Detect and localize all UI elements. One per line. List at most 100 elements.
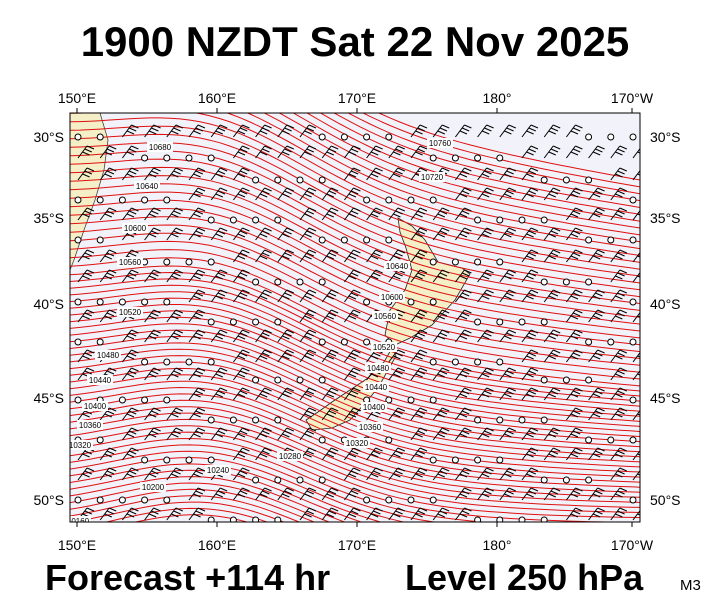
barb-staff <box>77 269 88 283</box>
barb-staff <box>77 309 88 323</box>
barb-flag <box>193 393 201 398</box>
barb-flag <box>484 332 492 337</box>
barb-flag <box>373 170 381 175</box>
barb-staff <box>188 367 199 381</box>
map-body: 1068010640106001056010520104801044010400… <box>70 113 640 522</box>
barb-flag <box>526 173 534 178</box>
barb-flag <box>353 467 361 472</box>
barb-flag <box>417 332 425 337</box>
barb-flag <box>530 227 539 232</box>
barb-flag <box>109 447 117 452</box>
barb-flag <box>175 407 183 412</box>
contour-line <box>70 457 406 522</box>
barb-staff <box>566 187 576 201</box>
calm-marker <box>451 154 459 162</box>
calm-marker <box>163 154 171 162</box>
barb-staff <box>232 269 243 283</box>
barb-staff <box>610 367 621 381</box>
barb-flag <box>573 230 581 235</box>
barb-flag <box>86 145 95 150</box>
barb-flag <box>530 187 539 192</box>
barb-flag <box>617 370 625 375</box>
barb-flag <box>175 227 183 232</box>
barb-flag <box>595 148 603 153</box>
barb-flag <box>171 373 179 378</box>
calm-marker <box>429 258 437 266</box>
barb-staff <box>432 329 443 343</box>
barb-staff <box>477 227 488 241</box>
calm-marker <box>274 278 282 286</box>
barb-flag <box>171 513 179 518</box>
barb-flag <box>504 373 512 378</box>
barb-flag <box>353 167 361 172</box>
lon-label: 160°E <box>198 90 236 106</box>
barb-flag <box>171 315 179 320</box>
barb-flag <box>151 470 159 475</box>
barb-staff <box>122 427 132 441</box>
barb-flag <box>262 390 270 395</box>
barb-staff <box>299 249 310 263</box>
barb-flag <box>304 315 312 320</box>
barb-flag <box>153 507 161 512</box>
barb-flag <box>262 252 270 257</box>
barb-staff <box>188 329 199 343</box>
barb-flag <box>593 193 601 198</box>
barb-staff <box>499 329 510 343</box>
barb-flag <box>86 167 95 172</box>
barb-flag <box>464 329 472 334</box>
barb-flag <box>506 390 514 395</box>
barb-flag <box>171 335 179 340</box>
barb-staff <box>499 187 510 201</box>
barb-flag <box>553 427 561 432</box>
barb-flag <box>464 407 472 412</box>
barb-flag <box>149 335 157 340</box>
barb-flag <box>104 453 112 458</box>
barb-flag <box>526 493 534 498</box>
barb-flag <box>464 367 472 372</box>
contour-label-box <box>87 375 113 385</box>
barb-staff <box>588 289 598 303</box>
barb-flag <box>371 213 379 218</box>
barb-flag <box>375 145 383 150</box>
barb-flag <box>348 513 357 518</box>
barb-flag <box>215 335 223 340</box>
barb-flag <box>570 413 579 418</box>
barb-flag <box>371 513 379 518</box>
calm-marker <box>562 476 570 484</box>
barb-flag <box>264 187 272 192</box>
barb-staff <box>610 167 621 181</box>
barb-flag <box>504 493 512 498</box>
barb-flag <box>419 124 428 129</box>
calm-marker <box>474 318 482 326</box>
calm-marker <box>141 456 149 464</box>
calm-marker <box>141 298 149 306</box>
barb-flag <box>619 167 627 172</box>
barb-flag <box>262 490 270 495</box>
barb-flag <box>597 187 605 192</box>
contour-label-box <box>205 465 231 475</box>
barb-flag <box>462 510 470 515</box>
barb-flag <box>597 289 605 294</box>
barb-flag <box>328 252 337 257</box>
barb-flag <box>484 370 492 375</box>
barb-flag <box>415 355 423 360</box>
barb-flag <box>353 367 361 372</box>
barb-flag <box>173 230 181 235</box>
barb-staff <box>410 145 421 159</box>
barb-flag <box>84 252 92 257</box>
calm-marker <box>252 476 260 484</box>
barb-flag <box>286 249 294 254</box>
barb-flag <box>619 447 627 452</box>
lat-label: 35°S <box>650 210 681 226</box>
barb-staff <box>610 447 621 461</box>
barb-flag <box>619 407 627 412</box>
barb-flag <box>284 190 292 195</box>
contour-label-box <box>117 257 143 267</box>
barb-flag <box>486 487 494 492</box>
barb-flag <box>617 312 625 317</box>
barb-staff <box>543 124 554 138</box>
barb-flag <box>397 207 405 212</box>
calm-marker <box>252 176 260 184</box>
barb-flag <box>348 255 357 260</box>
